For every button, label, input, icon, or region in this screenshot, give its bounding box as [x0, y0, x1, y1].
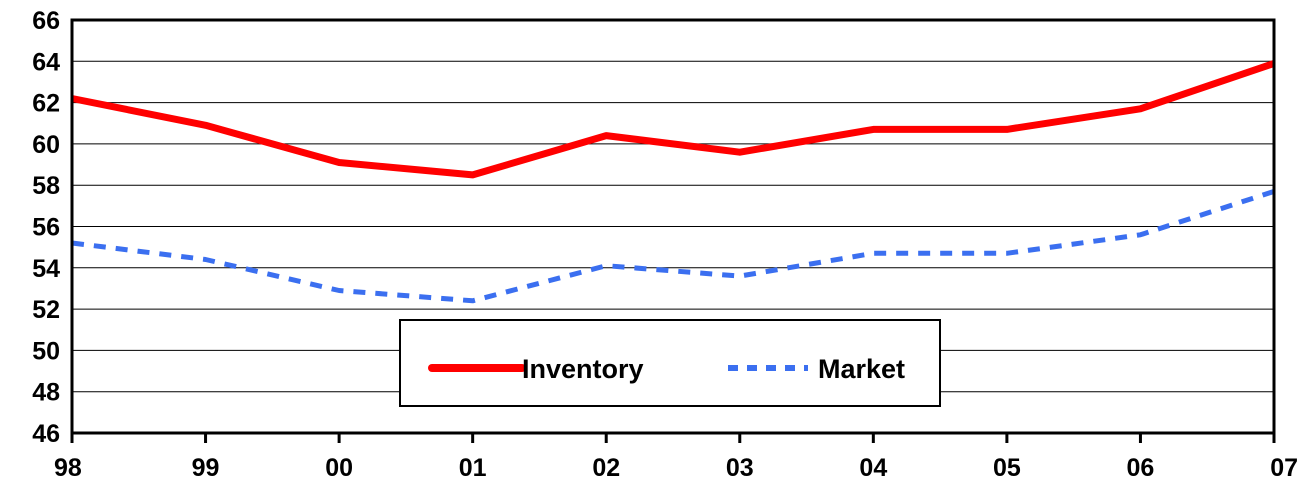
x-tick-label: 04: [859, 454, 887, 482]
x-tick-label: 06: [1127, 454, 1155, 482]
plot-area-border: [70, 18, 1276, 435]
legend-label-inventory: Inventory: [522, 354, 644, 384]
legend: Inventory Market: [399, 319, 941, 407]
y-tick-label: 58: [32, 172, 60, 200]
y-tick-label: 52: [32, 296, 60, 324]
x-axis-tick-labels: 98 99 00 01 02 03 04 05 06 07: [54, 454, 1298, 482]
x-tick-label: 98: [54, 454, 82, 482]
y-tick-label: 66: [32, 7, 60, 35]
x-tick-label: 00: [325, 454, 353, 482]
y-tick-label: 50: [32, 337, 60, 365]
y-tick-label: 48: [32, 379, 60, 407]
x-axis-ticks: [70, 433, 1276, 443]
series-line-inventory: [71, 60, 1276, 179]
y-tick-label: 60: [32, 131, 60, 159]
y-tick-label: 46: [32, 420, 60, 448]
x-tick-label: 03: [726, 454, 754, 482]
y-tick-label: 56: [32, 214, 60, 242]
series-line-market: [71, 189, 1275, 304]
y-axis-tick-labels: 46 48 50 52 54 56 58 60 62 64 66: [32, 7, 60, 448]
x-tick-label: 02: [592, 454, 620, 482]
series-lines: [71, 60, 1276, 304]
legend-box: [399, 319, 941, 407]
legend-label-market: Market: [818, 354, 905, 384]
x-tick-label: 01: [459, 454, 487, 482]
y-tick-label: 62: [32, 90, 60, 118]
x-tick-label: 07: [1270, 454, 1298, 482]
y-tick-label: 64: [32, 48, 60, 76]
x-tick-label: 99: [192, 454, 220, 482]
x-tick-label: 05: [993, 454, 1021, 482]
y-tick-label: 54: [32, 255, 60, 283]
